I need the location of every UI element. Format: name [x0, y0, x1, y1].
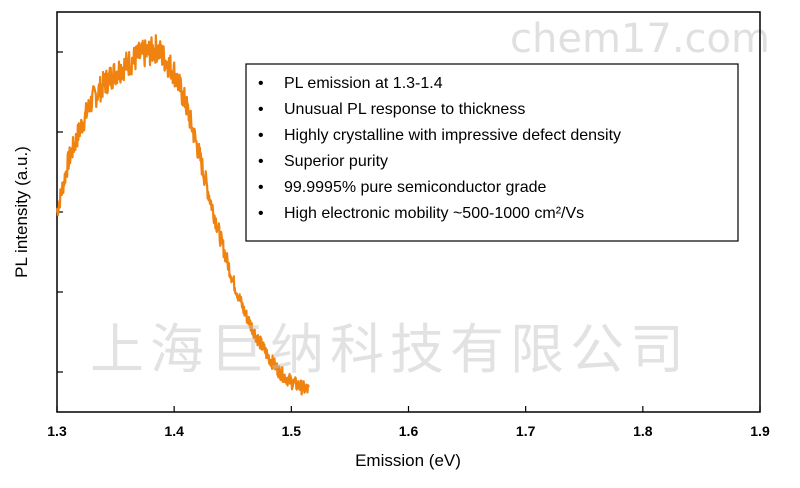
- annotation-item: 99.9995% pure semiconductor grade: [284, 179, 546, 196]
- annotation-item: High electronic mobility ~500-1000 cm²/V…: [284, 205, 584, 222]
- annotation-item: Unusual PL response to thickness: [284, 101, 525, 118]
- annotation-bullet: •: [258, 101, 264, 118]
- annotation-item: Highly crystalline with impressive defec…: [284, 127, 621, 144]
- annotation-item: Superior purity: [284, 153, 388, 170]
- annotation-frame: [245, 63, 739, 242]
- x-tick-label: 1.7: [516, 423, 536, 439]
- watermark-site: chem17.com: [510, 16, 770, 62]
- watermark-company: 上海巨纳科技有限公司: [90, 318, 690, 381]
- annotation-bullet: •: [258, 75, 264, 92]
- x-tick-label: 1.5: [282, 423, 302, 439]
- y-axis-label: PL intensity (a.u.): [12, 146, 31, 278]
- pl-spectrum-line: [55, 34, 310, 396]
- x-tick-label: 1.4: [164, 423, 184, 439]
- annotation-bullet: •: [258, 205, 264, 222]
- x-tick-label: 1.6: [399, 423, 419, 439]
- x-tick-label: 1.9: [750, 423, 770, 439]
- annotation-item: PL emission at 1.3-1.4: [284, 75, 443, 92]
- x-tick-label: 1.8: [633, 423, 653, 439]
- annotation-bullet: •: [258, 127, 264, 144]
- x-tick-label: 1.3: [47, 423, 67, 439]
- annotation-bullet: •: [258, 179, 264, 196]
- annotation-bullet: •: [258, 153, 264, 170]
- x-axis-label: Emission (eV): [355, 451, 461, 470]
- annotation-box: • PL emission at 1.3-1.4 • Unusual PL respo…: [245, 63, 739, 242]
